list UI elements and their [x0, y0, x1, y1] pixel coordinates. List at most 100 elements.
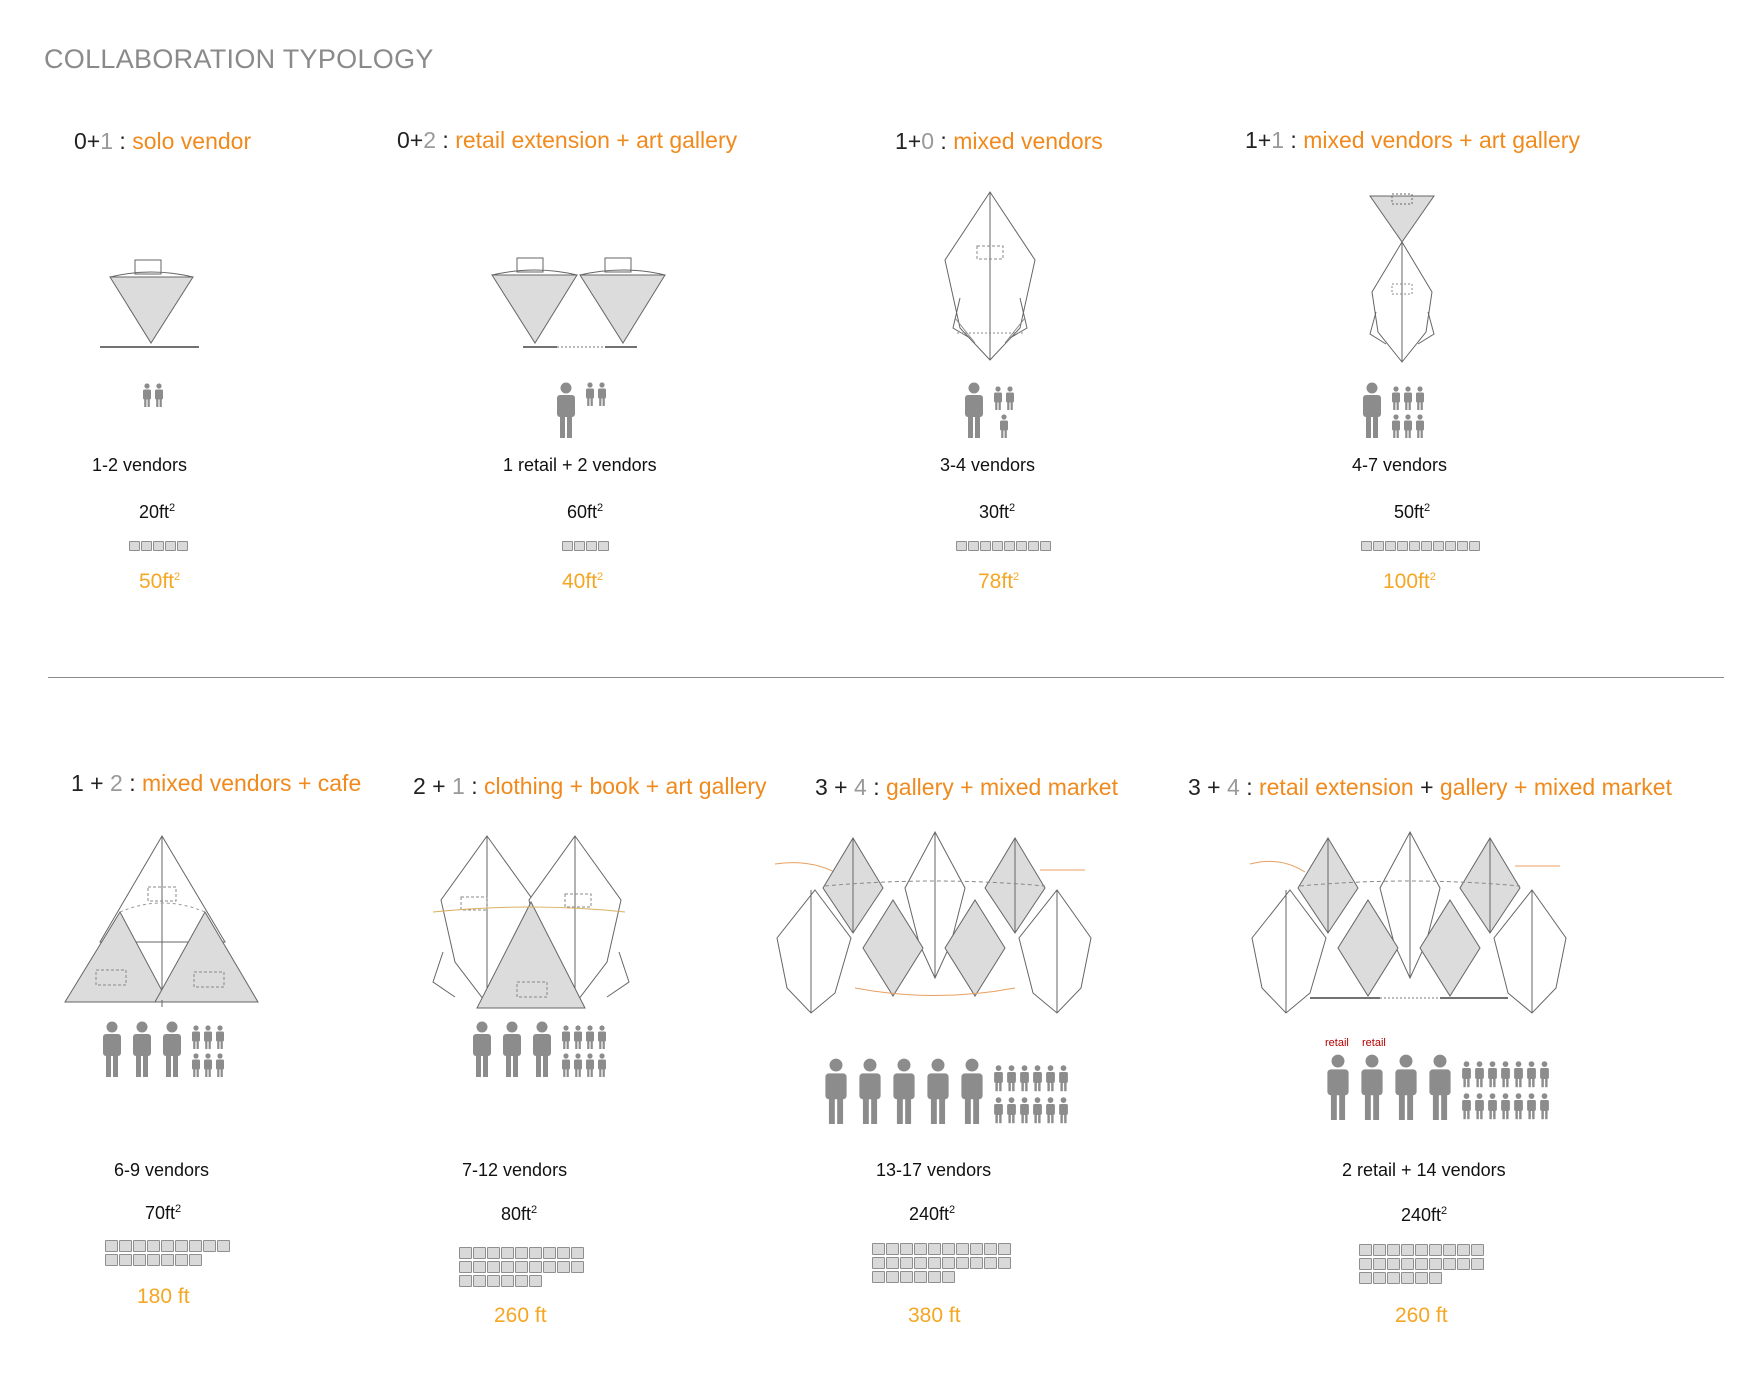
tile: [161, 1240, 174, 1252]
vendor-person-icon: [216, 1025, 224, 1049]
tile: [501, 1261, 514, 1273]
tile: [1429, 1272, 1442, 1284]
tile: [1028, 541, 1039, 551]
tile: [1471, 1244, 1484, 1256]
tile: [1401, 1272, 1414, 1284]
tile: [1401, 1244, 1414, 1256]
vendor-person-icon: [1501, 1093, 1510, 1120]
tile: [1373, 1244, 1386, 1256]
area-sup: 2: [1009, 502, 1016, 514]
tile: [928, 1271, 941, 1283]
heading-sep: :: [934, 128, 954, 154]
tile: [928, 1243, 941, 1255]
heading-count-b: 1: [452, 773, 465, 799]
vendor-person-icon: [1462, 1061, 1471, 1088]
vendor-person-icon: [1475, 1093, 1484, 1120]
tile: [153, 541, 164, 551]
tile: [900, 1243, 913, 1255]
tile: [105, 1254, 118, 1266]
heading-count-b: 2: [110, 770, 123, 796]
total-area-8: 260 ft: [1395, 1304, 1448, 1327]
tile: [562, 541, 573, 551]
vendor-count-1: 1-2 vendors: [92, 455, 188, 475]
vendor-people-7: [823, 1058, 1069, 1124]
retail-person-icon: [133, 1021, 151, 1077]
tile: [571, 1247, 584, 1259]
vendor-person-icon: [1488, 1093, 1497, 1120]
heading-sep: :: [1239, 774, 1259, 800]
vendor-person-icon: [192, 1025, 200, 1049]
vendor-person-icon: [598, 1053, 606, 1077]
tile: [942, 1257, 955, 1269]
vendor-person-icon: [994, 1065, 1003, 1092]
tile: [1359, 1244, 1372, 1256]
vendor-people-6: [471, 1021, 607, 1077]
heading-label: clothing + book + art gallery: [483, 773, 767, 799]
kiosk-diagram-8: [1249, 830, 1567, 1014]
tile: [1443, 1244, 1456, 1256]
total-sup: 2: [1013, 571, 1020, 583]
retail-person-icon: [1429, 1054, 1451, 1120]
vendor-person-icon: [562, 1053, 570, 1077]
vendor-person-icon: [1404, 414, 1412, 438]
area-tiles-3: [956, 541, 1051, 551]
heading-count-b: 1: [100, 128, 114, 154]
tile: [914, 1271, 927, 1283]
total-sup: 2: [1429, 571, 1436, 583]
area-tiles-1: [129, 541, 188, 551]
small-people-row: [993, 386, 1015, 410]
vendor-person-icon: [1392, 414, 1400, 438]
area-value: 20ft: [139, 502, 170, 522]
area-3: 30ft2: [979, 502, 1015, 523]
vendor-person-icon: [1514, 1061, 1523, 1088]
heading-count-a: 1+: [1245, 127, 1272, 153]
tile-row: [562, 541, 609, 551]
tile: [529, 1275, 542, 1287]
tile: [1469, 541, 1480, 551]
tile: [1415, 1272, 1428, 1284]
total-area-6: 260 ft: [494, 1304, 547, 1327]
retail-label-1: retail: [1325, 1037, 1349, 1049]
tile: [914, 1257, 927, 1269]
vendor-person-icon: [562, 1025, 570, 1049]
tile: [557, 1247, 570, 1259]
vendor-person-icon: [1404, 386, 1412, 410]
vendor-person-icon: [1033, 1097, 1042, 1124]
vendor-people-8: [1325, 1054, 1550, 1120]
total-value: 40ft: [562, 570, 598, 593]
tile-row: [105, 1254, 230, 1266]
kiosk-diagram-3: [944, 191, 1036, 361]
heading-sep: :: [436, 127, 456, 153]
tile: [942, 1271, 955, 1283]
vendor-person-icon: [1416, 414, 1424, 438]
small-people-row: [993, 1064, 1069, 1092]
tile: [189, 1254, 202, 1266]
vendor-person-icon: [994, 1097, 1003, 1124]
tile: [459, 1275, 472, 1287]
vendor-person-icon: [1000, 414, 1008, 438]
tile: [970, 1257, 983, 1269]
tile: [161, 1254, 174, 1266]
small-people-col: [993, 386, 1015, 438]
area-sup: 2: [949, 1204, 956, 1216]
typology-heading-2: 0+2 : retail extension + art gallery: [397, 127, 737, 154]
tile: [1409, 541, 1420, 551]
vendor-count-3: 3-4 vendors: [940, 455, 1036, 475]
kiosk-diagram-1: [100, 259, 199, 348]
tile: [203, 1240, 216, 1252]
heading-sep: :: [866, 774, 886, 800]
tile: [141, 541, 152, 551]
small-people-col: [561, 1025, 607, 1077]
area-sup: 2: [1441, 1205, 1448, 1217]
tile: [119, 1254, 132, 1266]
tile: [459, 1261, 472, 1273]
heading-sep: :: [122, 770, 142, 796]
retail-person-icon: [1361, 1054, 1383, 1120]
vendor-people-2: [555, 382, 607, 438]
small-people-col: [585, 382, 607, 438]
typology-heading-4: 1+1 : mixed vendors + art gallery: [1245, 127, 1580, 154]
heading-label: mixed vendors + art gallery: [1303, 127, 1580, 153]
vendor-person-icon: [586, 1025, 594, 1049]
tile-row: [459, 1275, 584, 1287]
tile: [473, 1275, 486, 1287]
